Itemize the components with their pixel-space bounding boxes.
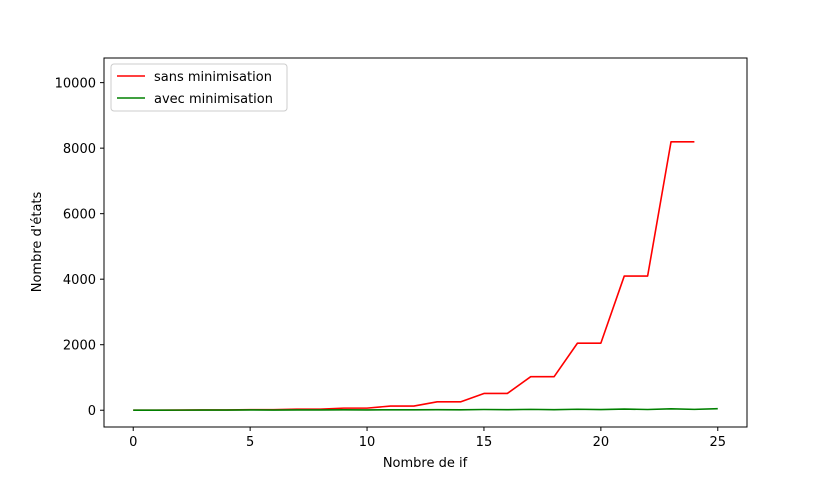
y-axis-ticks: 0 2000 4000 6000 8000 10000 <box>55 77 104 419</box>
series-line-sans-minimisation <box>133 141 695 411</box>
y-tick-label: 2000 <box>63 339 96 354</box>
legend: sans minimisation avec minimisation <box>110 63 288 112</box>
legend-label-sans-minimisation: sans minimisation <box>154 70 272 85</box>
x-axis-ticks: 0 5 10 15 20 25 <box>129 427 726 450</box>
legend-box <box>110 63 288 112</box>
y-tick-label: 8000 <box>63 142 96 157</box>
series-line-avec-minimisation <box>133 407 718 411</box>
y-axis-label: Nombre d'états <box>30 192 45 293</box>
y-tick-label: 10000 <box>55 77 96 92</box>
x-tick-label: 15 <box>476 435 493 450</box>
y-tick-label: 0 <box>88 404 96 419</box>
plot-frame <box>103 57 748 428</box>
x-tick-label: 10 <box>359 435 376 450</box>
legend-label-avec-minimisation: avec minimisation <box>154 92 273 107</box>
series-layer <box>133 141 718 411</box>
x-tick-label: 20 <box>593 435 610 450</box>
x-tick-label: 0 <box>129 435 137 450</box>
y-tick-label: 4000 <box>63 273 96 288</box>
x-axis-label: Nombre de if <box>383 456 468 471</box>
x-tick-label: 5 <box>246 435 254 450</box>
x-tick-label: 25 <box>709 435 726 450</box>
y-tick-label: 6000 <box>63 208 96 223</box>
